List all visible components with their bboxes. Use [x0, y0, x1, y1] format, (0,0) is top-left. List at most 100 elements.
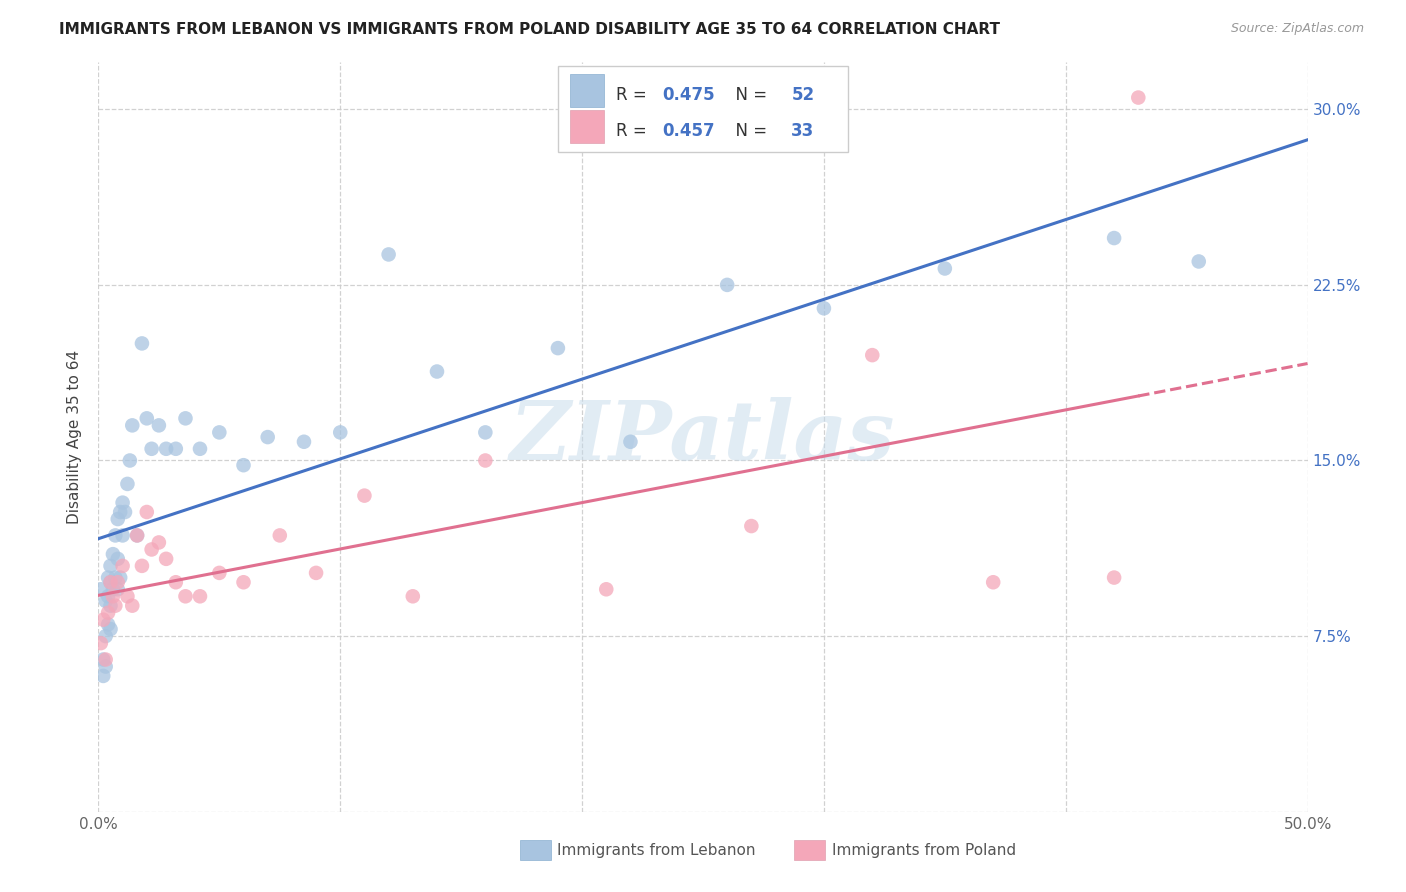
Point [208, 566, 231, 580]
Point [90, 636, 112, 650]
Point [474, 453, 496, 467]
Point [353, 489, 375, 503]
Text: 0.475: 0.475 [662, 87, 714, 104]
Point [131, 558, 153, 573]
Point [90, 582, 112, 597]
Text: N =: N = [724, 122, 772, 140]
Point [127, 528, 149, 542]
Point [426, 364, 449, 378]
Point [402, 590, 425, 604]
Point [94, 659, 117, 673]
Point [934, 261, 956, 276]
Point [232, 575, 254, 590]
Point [174, 411, 197, 425]
Point [117, 476, 139, 491]
Point [188, 590, 211, 604]
Point [121, 418, 143, 433]
Point [860, 348, 883, 362]
Point [111, 528, 134, 542]
Point [114, 505, 136, 519]
Point [256, 430, 278, 444]
Point [269, 528, 291, 542]
Point [141, 542, 163, 557]
Point [155, 442, 177, 456]
Text: IMMIGRANTS FROM LEBANON VS IMMIGRANTS FROM POLAND DISABILITY AGE 35 TO 64 CORREL: IMMIGRANTS FROM LEBANON VS IMMIGRANTS FR… [59, 22, 1000, 37]
Point [104, 528, 127, 542]
Text: ZIPatlas: ZIPatlas [510, 397, 896, 477]
Point [101, 547, 124, 561]
Text: 52: 52 [792, 87, 814, 104]
Point [232, 458, 254, 473]
Point [97, 617, 120, 632]
Point [91, 669, 114, 683]
Point [94, 629, 117, 643]
Point [117, 590, 139, 604]
Point [91, 613, 114, 627]
Point [97, 571, 120, 585]
Point [111, 495, 134, 509]
Point [1128, 90, 1150, 104]
Point [91, 652, 114, 666]
Point [1102, 231, 1125, 245]
Text: N =: N = [724, 87, 772, 104]
Point [100, 575, 122, 590]
Point [135, 411, 157, 425]
Point [101, 590, 124, 604]
Point [305, 566, 328, 580]
Point [107, 512, 129, 526]
Text: 0.457: 0.457 [662, 122, 714, 140]
Point [107, 582, 129, 597]
Point [101, 582, 124, 597]
Point [131, 336, 153, 351]
Text: R =: R = [616, 122, 652, 140]
Point [474, 425, 496, 440]
Point [107, 551, 129, 566]
Point [619, 434, 641, 449]
Point [377, 247, 399, 261]
Point [1188, 254, 1211, 268]
Point [97, 590, 120, 604]
Point [188, 442, 211, 456]
Point [100, 622, 122, 636]
Point [595, 582, 617, 597]
Point [118, 453, 141, 467]
Point [165, 442, 187, 456]
Point [121, 599, 143, 613]
Point [104, 571, 127, 585]
Point [292, 434, 315, 449]
Point [740, 519, 762, 533]
Point [1102, 571, 1125, 585]
Point [107, 575, 129, 590]
Bar [569, 110, 603, 144]
Point [547, 341, 569, 355]
Point [981, 575, 1004, 590]
Point [141, 442, 163, 456]
Point [108, 571, 131, 585]
Point [104, 599, 127, 613]
Point [165, 575, 187, 590]
Point [94, 652, 117, 666]
Bar [558, 66, 848, 153]
Text: Source: ZipAtlas.com: Source: ZipAtlas.com [1230, 22, 1364, 36]
Point [208, 425, 231, 440]
Text: 33: 33 [792, 122, 814, 140]
Text: Immigrants from Lebanon: Immigrants from Lebanon [557, 844, 755, 858]
Point [100, 558, 122, 573]
Text: R =: R = [616, 87, 652, 104]
Point [813, 301, 835, 316]
Y-axis label: Disability Age 35 to 64: Disability Age 35 to 64 [67, 350, 83, 524]
Point [108, 505, 131, 519]
Point [100, 599, 122, 613]
Point [174, 590, 197, 604]
Point [111, 558, 134, 573]
Point [329, 425, 352, 440]
Text: Immigrants from Poland: Immigrants from Poland [832, 844, 1017, 858]
Point [100, 575, 122, 590]
Bar [569, 74, 603, 107]
Point [716, 277, 738, 292]
Point [127, 528, 149, 542]
Point [148, 535, 170, 549]
Point [135, 505, 157, 519]
Point [97, 606, 120, 620]
Point [148, 418, 170, 433]
